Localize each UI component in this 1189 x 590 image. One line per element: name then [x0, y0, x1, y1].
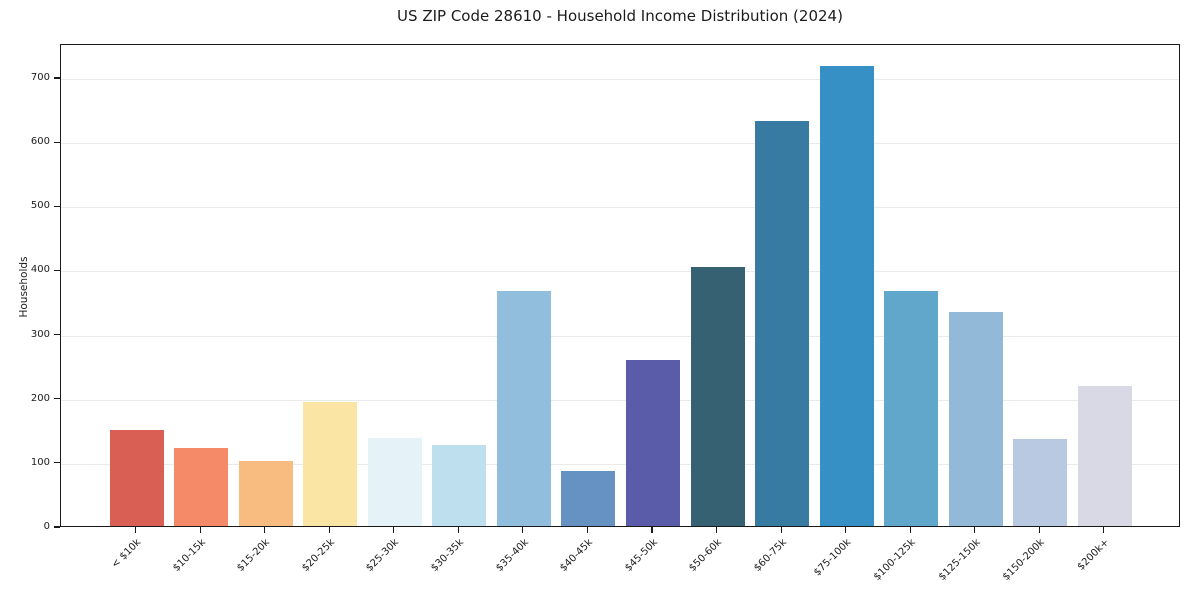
y-gridline [61, 335, 1179, 337]
y-tick-label: 300 [30, 328, 50, 340]
y-tick-label: 600 [30, 136, 50, 148]
bar [1077, 385, 1132, 526]
bar [303, 402, 358, 526]
y-gridline [61, 271, 1179, 273]
bar [626, 359, 680, 526]
x-tick-mark [974, 527, 976, 533]
y-tick-mark [54, 269, 60, 271]
y-tick-label: 400 [30, 264, 50, 276]
x-tick-label: $150-200k [1001, 537, 1048, 583]
x-tick-mark [457, 527, 459, 533]
y-tick-mark [54, 77, 60, 79]
x-tick-mark [780, 527, 782, 533]
y-tick-mark [54, 398, 60, 400]
x-tick-label: < $10k [109, 537, 144, 571]
x-tick-mark [199, 527, 201, 533]
x-tick-mark [651, 527, 653, 533]
x-tick-label: $200k+ [1075, 537, 1112, 573]
bar [819, 66, 874, 526]
y-tick-label: 500 [30, 200, 50, 212]
bar [432, 445, 487, 526]
bar [948, 311, 1003, 526]
y-tick-mark [54, 141, 60, 143]
bar [561, 470, 616, 526]
x-tick-mark [1103, 527, 1105, 533]
x-tick-label: $125-150k [936, 537, 983, 583]
x-tick-mark [134, 527, 137, 533]
y-tick-label: 200 [30, 392, 50, 404]
x-tick-mark [909, 527, 911, 533]
bar [109, 429, 164, 526]
x-tick-label: $15-20k [235, 537, 273, 574]
y-tick-mark [54, 205, 60, 207]
bar [367, 438, 422, 526]
bar [690, 266, 745, 526]
bar [174, 447, 229, 526]
x-tick-label: $30-35k [429, 537, 467, 574]
y-tick-mark [54, 334, 60, 336]
x-tick-label: $20-25k [300, 537, 337, 574]
bar [884, 290, 939, 526]
bar [238, 460, 293, 526]
y-gridline [61, 399, 1179, 401]
x-tick-label: $100-125k [872, 537, 918, 583]
x-tick-label: $45-50k [622, 537, 660, 574]
bar [1013, 438, 1068, 526]
y-gridline [61, 207, 1179, 209]
y-tick-label: 700 [30, 72, 50, 83]
y-tick-label: 0 [43, 521, 50, 532]
x-tick-label: $25-30k [364, 537, 402, 574]
x-tick-mark [264, 527, 266, 533]
bar [755, 120, 810, 526]
x-tick-mark [715, 527, 718, 533]
y-gridline [61, 143, 1179, 145]
y-tick-mark [54, 526, 60, 528]
x-tick-label: $60-75k [751, 537, 789, 574]
chart-title: US ZIP Code 28610 - Household Income Dis… [397, 7, 843, 25]
y-tick-mark [54, 462, 60, 464]
x-tick-label: $40-45k [558, 537, 596, 574]
x-tick-label: $35-40k [493, 537, 531, 574]
x-tick-mark [328, 527, 330, 533]
x-tick-label: $75-100k [812, 537, 854, 579]
x-tick-mark [1038, 527, 1040, 533]
x-tick-mark [522, 527, 524, 533]
x-tick-mark [845, 527, 847, 533]
x-tick-mark [586, 527, 588, 533]
x-tick-label: $50-60k [687, 537, 725, 574]
x-tick-mark [393, 527, 395, 533]
x-tick-label: $10-15k [170, 537, 208, 574]
y-tick-label: 100 [30, 456, 50, 468]
bar [496, 290, 551, 526]
y-gridline [61, 79, 1179, 80]
y-gridline [61, 463, 1179, 465]
plot-area [60, 44, 1180, 527]
